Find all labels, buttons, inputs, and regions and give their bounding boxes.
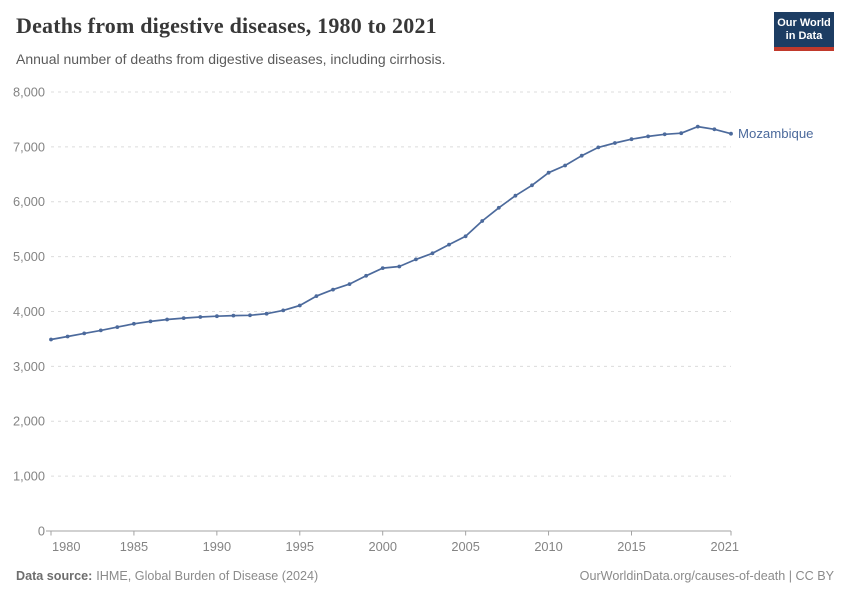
data-point[interactable] [198, 315, 203, 319]
data-point[interactable] [613, 141, 617, 145]
x-axis-label: 2021 [711, 539, 739, 554]
data-point[interactable] [712, 127, 717, 132]
x-axis-label: 1995 [286, 539, 314, 554]
owid-logo[interactable]: Our World in Data [774, 12, 834, 51]
data-point[interactable] [347, 282, 352, 286]
data-point[interactable] [679, 131, 684, 136]
data-point[interactable] [463, 234, 468, 239]
data-point[interactable] [148, 319, 153, 324]
y-axis-label: 8,000 [13, 84, 45, 99]
data-point[interactable] [248, 313, 252, 318]
x-axis-label: 2010 [534, 539, 562, 554]
owid-logo-line2: in Data [785, 29, 823, 42]
x-axis-label: 2000 [368, 539, 396, 554]
data-point[interactable] [695, 124, 700, 129]
data-point[interactable] [530, 183, 534, 188]
owid-logo-line1: Our World [777, 17, 831, 29]
x-axis-label: 1980 [52, 539, 80, 554]
data-point[interactable] [513, 193, 518, 198]
chart-footer: Data source: IHME, Global Burden of Disea… [16, 569, 834, 583]
y-axis-label: 1,000 [13, 469, 45, 484]
data-point[interactable] [729, 131, 733, 136]
data-source-label: Data source: [16, 569, 93, 583]
x-axis-label: 2015 [617, 539, 645, 554]
y-axis-label: 2,000 [13, 414, 45, 429]
data-point[interactable] [264, 311, 269, 316]
data-point[interactable] [65, 334, 70, 339]
data-point[interactable] [579, 153, 584, 158]
data-point[interactable] [629, 137, 634, 142]
y-axis-label: 3,000 [13, 359, 45, 374]
data-point[interactable] [98, 328, 103, 333]
page-title: Deaths from digestive diseases, 1980 to … [16, 13, 437, 38]
data-point[interactable] [496, 205, 501, 210]
data-point[interactable] [281, 308, 286, 313]
data-point[interactable] [314, 294, 319, 298]
data-point[interactable] [165, 317, 170, 322]
data-source-note: Data source: IHME, Global Burden of Disea… [16, 569, 318, 583]
x-axis-label: 2005 [451, 539, 479, 554]
y-axis-label: 4,000 [13, 304, 45, 319]
data-source-text: IHME, Global Burden of Disease (2024) [96, 569, 319, 583]
y-axis-label: 6,000 [13, 194, 45, 209]
data-point[interactable] [662, 132, 667, 137]
x-axis-label: 1990 [203, 539, 231, 554]
data-point[interactable] [115, 325, 120, 329]
footer-link[interactable]: OurWorldinData.org/causes-of-death | CC … [579, 569, 834, 583]
data-point[interactable] [364, 273, 368, 278]
y-axis-label: 0 [38, 523, 45, 538]
data-point[interactable] [331, 287, 335, 292]
data-point[interactable] [414, 257, 418, 262]
y-axis-label: 7,000 [13, 139, 45, 154]
y-axis-label: 5,000 [13, 249, 45, 264]
entity-label[interactable]: Mozambique [738, 126, 814, 141]
data-point[interactable] [646, 134, 650, 139]
data-point[interactable] [563, 163, 567, 168]
data-point[interactable] [82, 331, 87, 336]
x-axis-label: 1985 [120, 539, 148, 554]
data-point[interactable] [447, 242, 451, 247]
data-point[interactable] [231, 313, 236, 318]
data-point[interactable] [132, 321, 136, 326]
data-point[interactable] [430, 251, 435, 256]
data-point[interactable] [480, 219, 485, 223]
data-point[interactable] [181, 316, 186, 320]
data-point[interactable] [397, 264, 402, 269]
data-point[interactable] [596, 145, 601, 150]
data-point[interactable] [49, 337, 53, 342]
series-line[interactable] [50, 125, 732, 341]
data-point[interactable] [380, 266, 385, 270]
chart-subtitle: Annual number of deaths from digestive d… [16, 51, 446, 67]
data-point[interactable] [297, 303, 302, 308]
data-point[interactable] [215, 314, 219, 319]
data-point[interactable] [546, 170, 551, 175]
